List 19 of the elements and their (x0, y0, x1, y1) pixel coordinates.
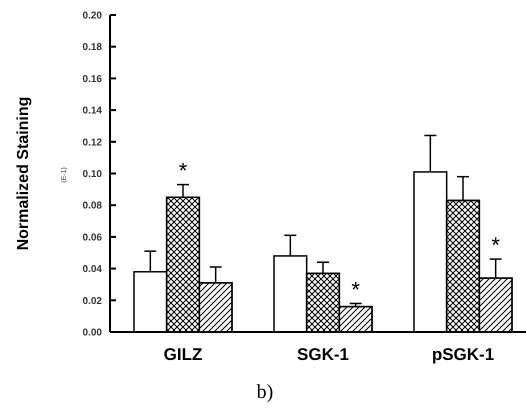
y-tick-label: 0.00 (82, 328, 102, 338)
y-tick-label: 0.08 (82, 200, 102, 212)
y-axis-title: Normalized Staining (15, 96, 32, 250)
text: b) (256, 381, 274, 403)
y-tick-label: 0.20 (82, 10, 102, 22)
y-tick-label: 0.16 (82, 74, 102, 85)
y-tick-label: 0.12 (82, 137, 102, 148)
annotation: * (178, 158, 188, 183)
annotation: * (351, 276, 360, 302)
y-tick-label: 0.06 (82, 232, 102, 244)
y-tick-label: 0.14 (82, 106, 102, 117)
y-tick-label: 0.04 (82, 264, 102, 276)
x-tick-label: pSGK-1 (432, 345, 494, 364)
annotation: * (491, 232, 500, 258)
x-tick-label: GILZ (164, 345, 202, 364)
y-tick-label: 0.02 (82, 296, 102, 307)
y-tick-label: 0.10 (82, 169, 102, 180)
x-tick-label: SGK-1 (297, 345, 349, 364)
y-tick-label: 0.18 (82, 42, 102, 54)
